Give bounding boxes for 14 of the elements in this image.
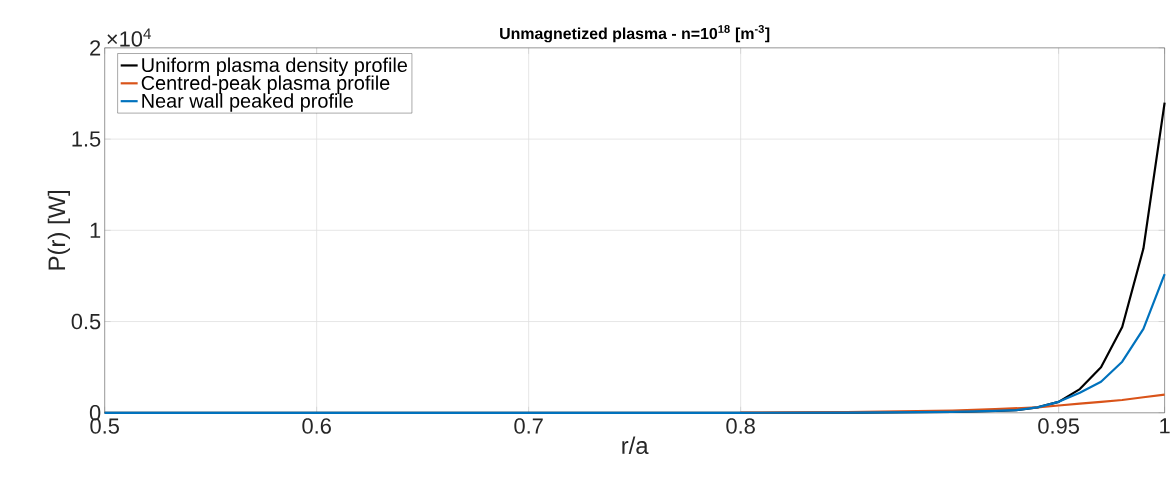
y-axis-title: P(r) [W] (47, 191, 70, 270)
y-tick-label: 2 (90, 40, 101, 56)
y-tick-label: 0.5 (71, 314, 101, 330)
y-tick-label: 1 (90, 223, 101, 239)
x-tick-label: 0.6 (302, 418, 331, 434)
text: ×10$^{4}$ (107, 28, 152, 47)
legend-label: Near wall peaked profile (142, 93, 353, 112)
x-tick-label: 1 (1160, 418, 1170, 434)
x-tick-label: 0.95 (1038, 418, 1079, 434)
x-tick-label: 0.8 (726, 418, 755, 434)
chart-title: Unmagnetized plasma - n=10$^{18}$ [m$^{-3}$] (500, 25, 770, 43)
x-axis-title: r/a (622, 436, 649, 455)
y-tick-label: 1.5 (72, 131, 101, 147)
x-tick-label: 0.7 (514, 418, 543, 434)
